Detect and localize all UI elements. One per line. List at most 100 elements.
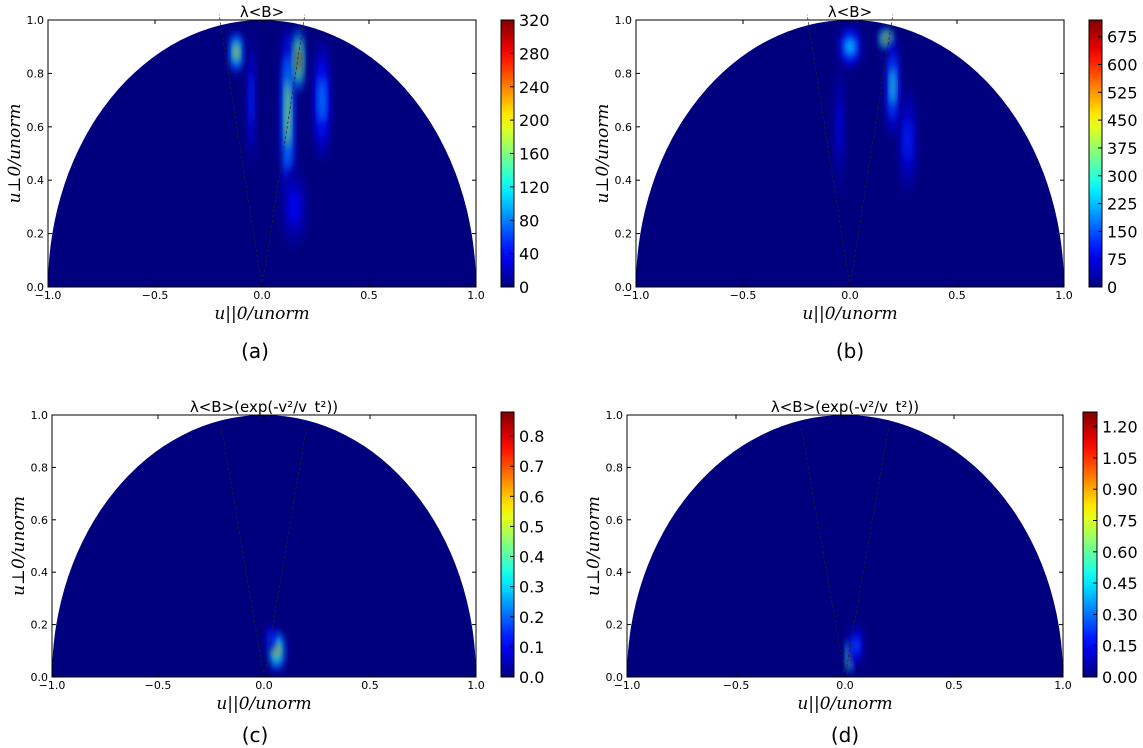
heatmap-blob xyxy=(288,190,300,223)
y-tick-label: 0.4 xyxy=(606,566,624,579)
y-tick-label: 0.8 xyxy=(27,67,45,80)
y-tick-label: 0.2 xyxy=(27,228,45,241)
y-tick-label: 0.8 xyxy=(615,67,633,80)
x-tick-label: 1.0 xyxy=(467,289,485,302)
y-tick-label: 1.0 xyxy=(606,409,624,422)
x-axis-label: u||0/unorm xyxy=(216,694,311,714)
colorbar-tick-label: 0.6 xyxy=(519,487,544,506)
heatmap-blobs xyxy=(846,624,863,675)
chart-title: λ<B> xyxy=(240,3,284,21)
y-tick-label: 0.2 xyxy=(31,619,49,632)
y-tick-label: 0.2 xyxy=(606,619,624,632)
heatmap-blob xyxy=(853,637,859,654)
y-tick-label: 0.6 xyxy=(606,514,624,527)
y-tick-label: 0.8 xyxy=(31,461,49,474)
colorbar-tick-label: 0.1 xyxy=(519,638,544,657)
panel-caption: (c) xyxy=(242,723,269,747)
heatmap-blob xyxy=(318,76,326,124)
colorbar-tick-label: 240 xyxy=(519,78,550,97)
colorbar-tick-label: 1.20 xyxy=(1102,418,1138,437)
y-tick-label: 0.4 xyxy=(27,174,45,187)
heatmap-blobs xyxy=(229,28,331,247)
x-tick-label: −0.5 xyxy=(142,289,169,302)
colorbar-tick-label: 40 xyxy=(519,245,539,264)
x-tick-label: −0.5 xyxy=(730,289,757,302)
x-axis-label: u||0/unorm xyxy=(802,304,897,324)
x-tick-label: 0.5 xyxy=(361,679,379,692)
y-tick-label: 1.0 xyxy=(31,409,49,422)
cone-boundary-line xyxy=(849,14,894,288)
heatmap-blob xyxy=(296,47,301,73)
chart-title: λ<B> xyxy=(828,3,872,21)
x-tick-label: 0.0 xyxy=(841,289,859,302)
colorbar-tick-label: 600 xyxy=(1107,56,1138,75)
y-tick-label: 0.4 xyxy=(615,174,633,187)
colorbar-tick-label: 225 xyxy=(1107,195,1138,214)
x-tick-label: 0.0 xyxy=(836,679,854,692)
colorbar-tick-label: 200 xyxy=(519,111,550,130)
x-axis-label: u||0/unorm xyxy=(214,304,309,324)
x-tick-label: 0.5 xyxy=(360,289,378,302)
colorbar-tick-label: 320 xyxy=(519,11,550,30)
y-tick-label: 1.0 xyxy=(27,14,45,27)
y-tick-label: 0.6 xyxy=(27,121,45,134)
heatmap-blob xyxy=(233,43,239,61)
colorbar-tick-label: 0.60 xyxy=(1102,543,1138,562)
cone-boundary-line xyxy=(263,428,307,678)
panel-caption: (b) xyxy=(836,339,864,363)
domain-region xyxy=(48,20,476,288)
colorbar-tick-label: 0.75 xyxy=(1102,512,1138,531)
panel-caption: (a) xyxy=(241,339,269,363)
x-tick-label: −0.5 xyxy=(145,679,172,692)
colorbar-tick-label: 300 xyxy=(1107,167,1138,186)
colorbar-tick-label: 375 xyxy=(1107,139,1138,158)
x-tick-label: −1.0 xyxy=(614,679,641,692)
y-axis-label: u⊥0/unorm xyxy=(593,104,613,204)
cone-boundary-line xyxy=(806,14,851,288)
cone-boundary-line xyxy=(261,14,306,288)
heatmap-blob xyxy=(890,67,896,106)
y-tick-label: 0.0 xyxy=(615,281,633,294)
domain-region xyxy=(636,20,1064,287)
colorbar-tick-label: 0.90 xyxy=(1102,480,1138,499)
x-tick-label: −0.5 xyxy=(723,679,750,692)
panel-3: −1.0 −0.5 0.0 0.5 1.0 0.0 0.2 0.4 0.6 0.8 1.0 λ<B>(… xyxy=(584,398,1138,747)
heatmap-blob xyxy=(285,79,291,148)
colorbar-tick-label: 0.15 xyxy=(1102,637,1138,656)
chart-title: λ<B>(exp(-v²/v_t²)) xyxy=(190,398,338,417)
x-tick-label: 1.0 xyxy=(467,679,485,692)
y-tick-label: 0.0 xyxy=(606,671,624,684)
y-tick-label: 0.6 xyxy=(615,121,633,134)
y-axis-label: u⊥0/unorm xyxy=(5,104,25,204)
colorbar-tick-label: 80 xyxy=(519,211,539,230)
colorbar-tick-label: 0.5 xyxy=(519,517,544,536)
colorbar-tick-label: 0.8 xyxy=(519,427,544,446)
panel-0: −1.0 −0.5 0.0 0.5 1.0 0.0 0.2 0.4 0.6 0.8 1.0 λ<B> u… xyxy=(5,3,550,363)
y-tick-label: 0.0 xyxy=(27,281,45,294)
colorbar-tick-label: 120 xyxy=(519,178,550,197)
heatmap-blob xyxy=(883,34,889,43)
x-tick-label: 0.0 xyxy=(253,289,271,302)
x-tick-label: −1.0 xyxy=(35,289,62,302)
colorbar-tick-label: 525 xyxy=(1107,83,1138,102)
colorbar-tick-label: 0.2 xyxy=(519,608,544,627)
colorbar xyxy=(500,411,515,678)
colorbar-tick-label: 0.00 xyxy=(1102,668,1138,687)
colorbar-tick-label: 675 xyxy=(1107,28,1138,47)
heatmap-blob xyxy=(837,100,842,154)
colorbar-tick-label: 0.0 xyxy=(519,668,544,687)
heatmap-blobs xyxy=(833,25,917,194)
domain-region xyxy=(52,415,476,677)
heatmap-blob xyxy=(273,642,280,660)
colorbar-tick-label: 450 xyxy=(1107,111,1138,130)
colorbar-tick-label: 0.4 xyxy=(519,548,544,567)
cone-boundary-line xyxy=(218,14,263,288)
x-tick-label: 0.0 xyxy=(255,679,273,692)
colorbar-tick-label: 150 xyxy=(1107,222,1138,241)
colorbar-tick-label: 160 xyxy=(519,145,550,164)
colorbar-tick-label: 75 xyxy=(1107,250,1127,269)
x-tick-label: 1.0 xyxy=(1054,679,1072,692)
y-tick-label: 0.2 xyxy=(615,228,633,241)
x-tick-label: −1.0 xyxy=(623,289,650,302)
